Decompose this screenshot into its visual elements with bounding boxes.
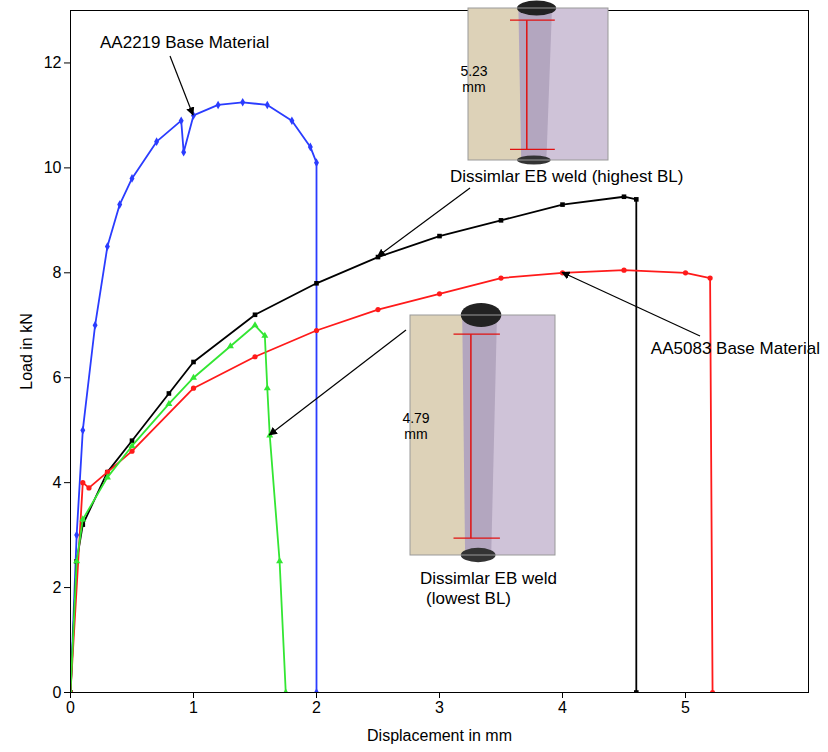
svg-text:0: 0 — [66, 699, 75, 716]
svg-text:AA5083 Base Material: AA5083 Base Material — [651, 339, 820, 358]
svg-text:2: 2 — [53, 579, 62, 596]
svg-text:12: 12 — [44, 54, 62, 71]
svg-text:5.23mm: 5.23mm — [460, 63, 487, 95]
svg-text:Displacement in mm: Displacement in mm — [367, 727, 512, 744]
svg-text:0: 0 — [53, 684, 62, 701]
svg-text:Load in kN: Load in kN — [18, 313, 35, 390]
svg-text:AA2219 Base Material: AA2219 Base Material — [100, 33, 269, 52]
svg-text:3: 3 — [435, 699, 444, 716]
svg-text:4: 4 — [53, 474, 62, 491]
svg-text:2: 2 — [312, 699, 321, 716]
svg-text:4.79mm: 4.79mm — [402, 410, 429, 442]
svg-text:8: 8 — [53, 264, 62, 281]
svg-text:5: 5 — [681, 699, 690, 716]
svg-text:10: 10 — [44, 159, 62, 176]
svg-text:Dissimlar EB weld(lowest BL): Dissimlar EB weld(lowest BL) — [420, 569, 557, 608]
svg-text:4: 4 — [558, 699, 567, 716]
svg-text:1: 1 — [189, 699, 198, 716]
svg-text:6: 6 — [53, 369, 62, 386]
svg-text:Dissimlar EB weld (highest BL): Dissimlar EB weld (highest BL) — [450, 167, 683, 186]
